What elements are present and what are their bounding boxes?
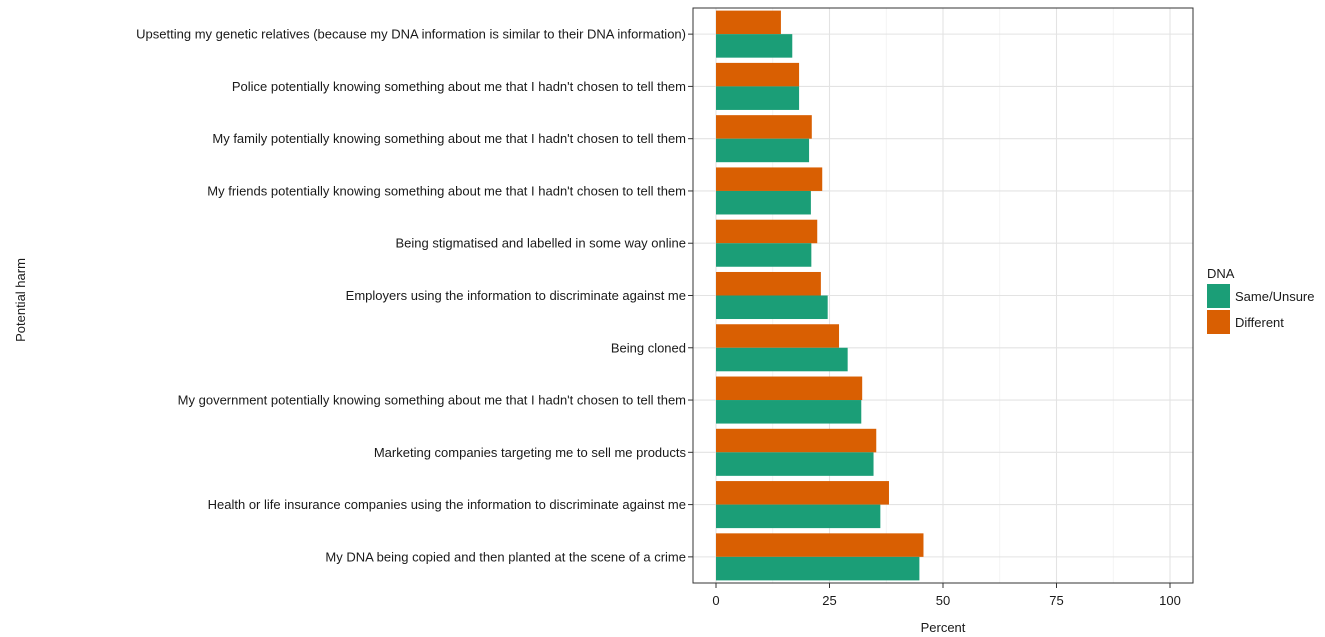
x-axis-ticks: 0 25 50 75 100 xyxy=(712,583,1181,608)
bar-same-unsure xyxy=(716,86,800,110)
bar-same-unsure xyxy=(716,190,811,215)
legend-label: Same/Unsure xyxy=(1235,289,1314,304)
y-axis-title: Potential harm xyxy=(13,258,28,342)
category-label: My friends potentially knowing something… xyxy=(207,183,686,198)
bar-different xyxy=(716,376,863,401)
bar-different xyxy=(716,428,877,453)
bar-same-unsure xyxy=(716,504,881,529)
category-label: My family potentially knowing something … xyxy=(212,131,686,146)
bar-different xyxy=(716,271,821,296)
x-tick-label: 100 xyxy=(1159,593,1181,608)
bar-different xyxy=(716,167,823,191)
category-label: My DNA being copied and then planted at … xyxy=(325,549,686,564)
bar-different xyxy=(716,10,781,35)
plot-panel xyxy=(692,7,1194,584)
legend-title: DNA xyxy=(1207,266,1235,281)
category-label: Marketing companies targeting me to sell… xyxy=(374,445,687,460)
bar-different xyxy=(716,481,889,505)
category-label: My government potentially knowing someth… xyxy=(178,393,686,408)
category-label: Police potentially knowing something abo… xyxy=(232,79,686,94)
bar-same-unsure xyxy=(716,295,828,320)
legend-key xyxy=(1207,284,1230,308)
bar-different xyxy=(716,115,812,139)
category-label: Employers using the information to discr… xyxy=(346,288,686,303)
bar-different xyxy=(716,219,818,244)
category-label: Being stigmatised and labelled in some w… xyxy=(395,236,686,251)
category-labels: Upsetting my genetic relatives (because … xyxy=(136,27,693,564)
bar-same-unsure xyxy=(716,347,848,372)
x-tick-label: 50 xyxy=(936,593,950,608)
bar-different xyxy=(716,62,800,87)
bar-different xyxy=(716,533,924,557)
bar-same-unsure xyxy=(716,138,810,163)
bar-same-unsure xyxy=(716,34,793,58)
x-tick-label: 0 xyxy=(712,593,719,608)
legend-label: Different xyxy=(1235,315,1284,330)
bar-same-unsure xyxy=(716,556,920,581)
legend-key xyxy=(1207,310,1230,334)
x-tick-label: 25 xyxy=(822,593,836,608)
bar-same-unsure xyxy=(716,243,812,267)
category-label: Upsetting my genetic relatives (because … xyxy=(136,27,686,42)
bar-same-unsure xyxy=(716,452,874,476)
category-label: Being cloned xyxy=(611,340,686,355)
x-axis-title: Percent xyxy=(921,620,966,635)
bar-same-unsure xyxy=(716,400,862,424)
x-tick-label: 75 xyxy=(1049,593,1063,608)
legend: DNA Same/Unsure Different xyxy=(1207,266,1314,334)
bar-different xyxy=(716,324,840,348)
category-label: Health or life insurance companies using… xyxy=(208,497,686,512)
